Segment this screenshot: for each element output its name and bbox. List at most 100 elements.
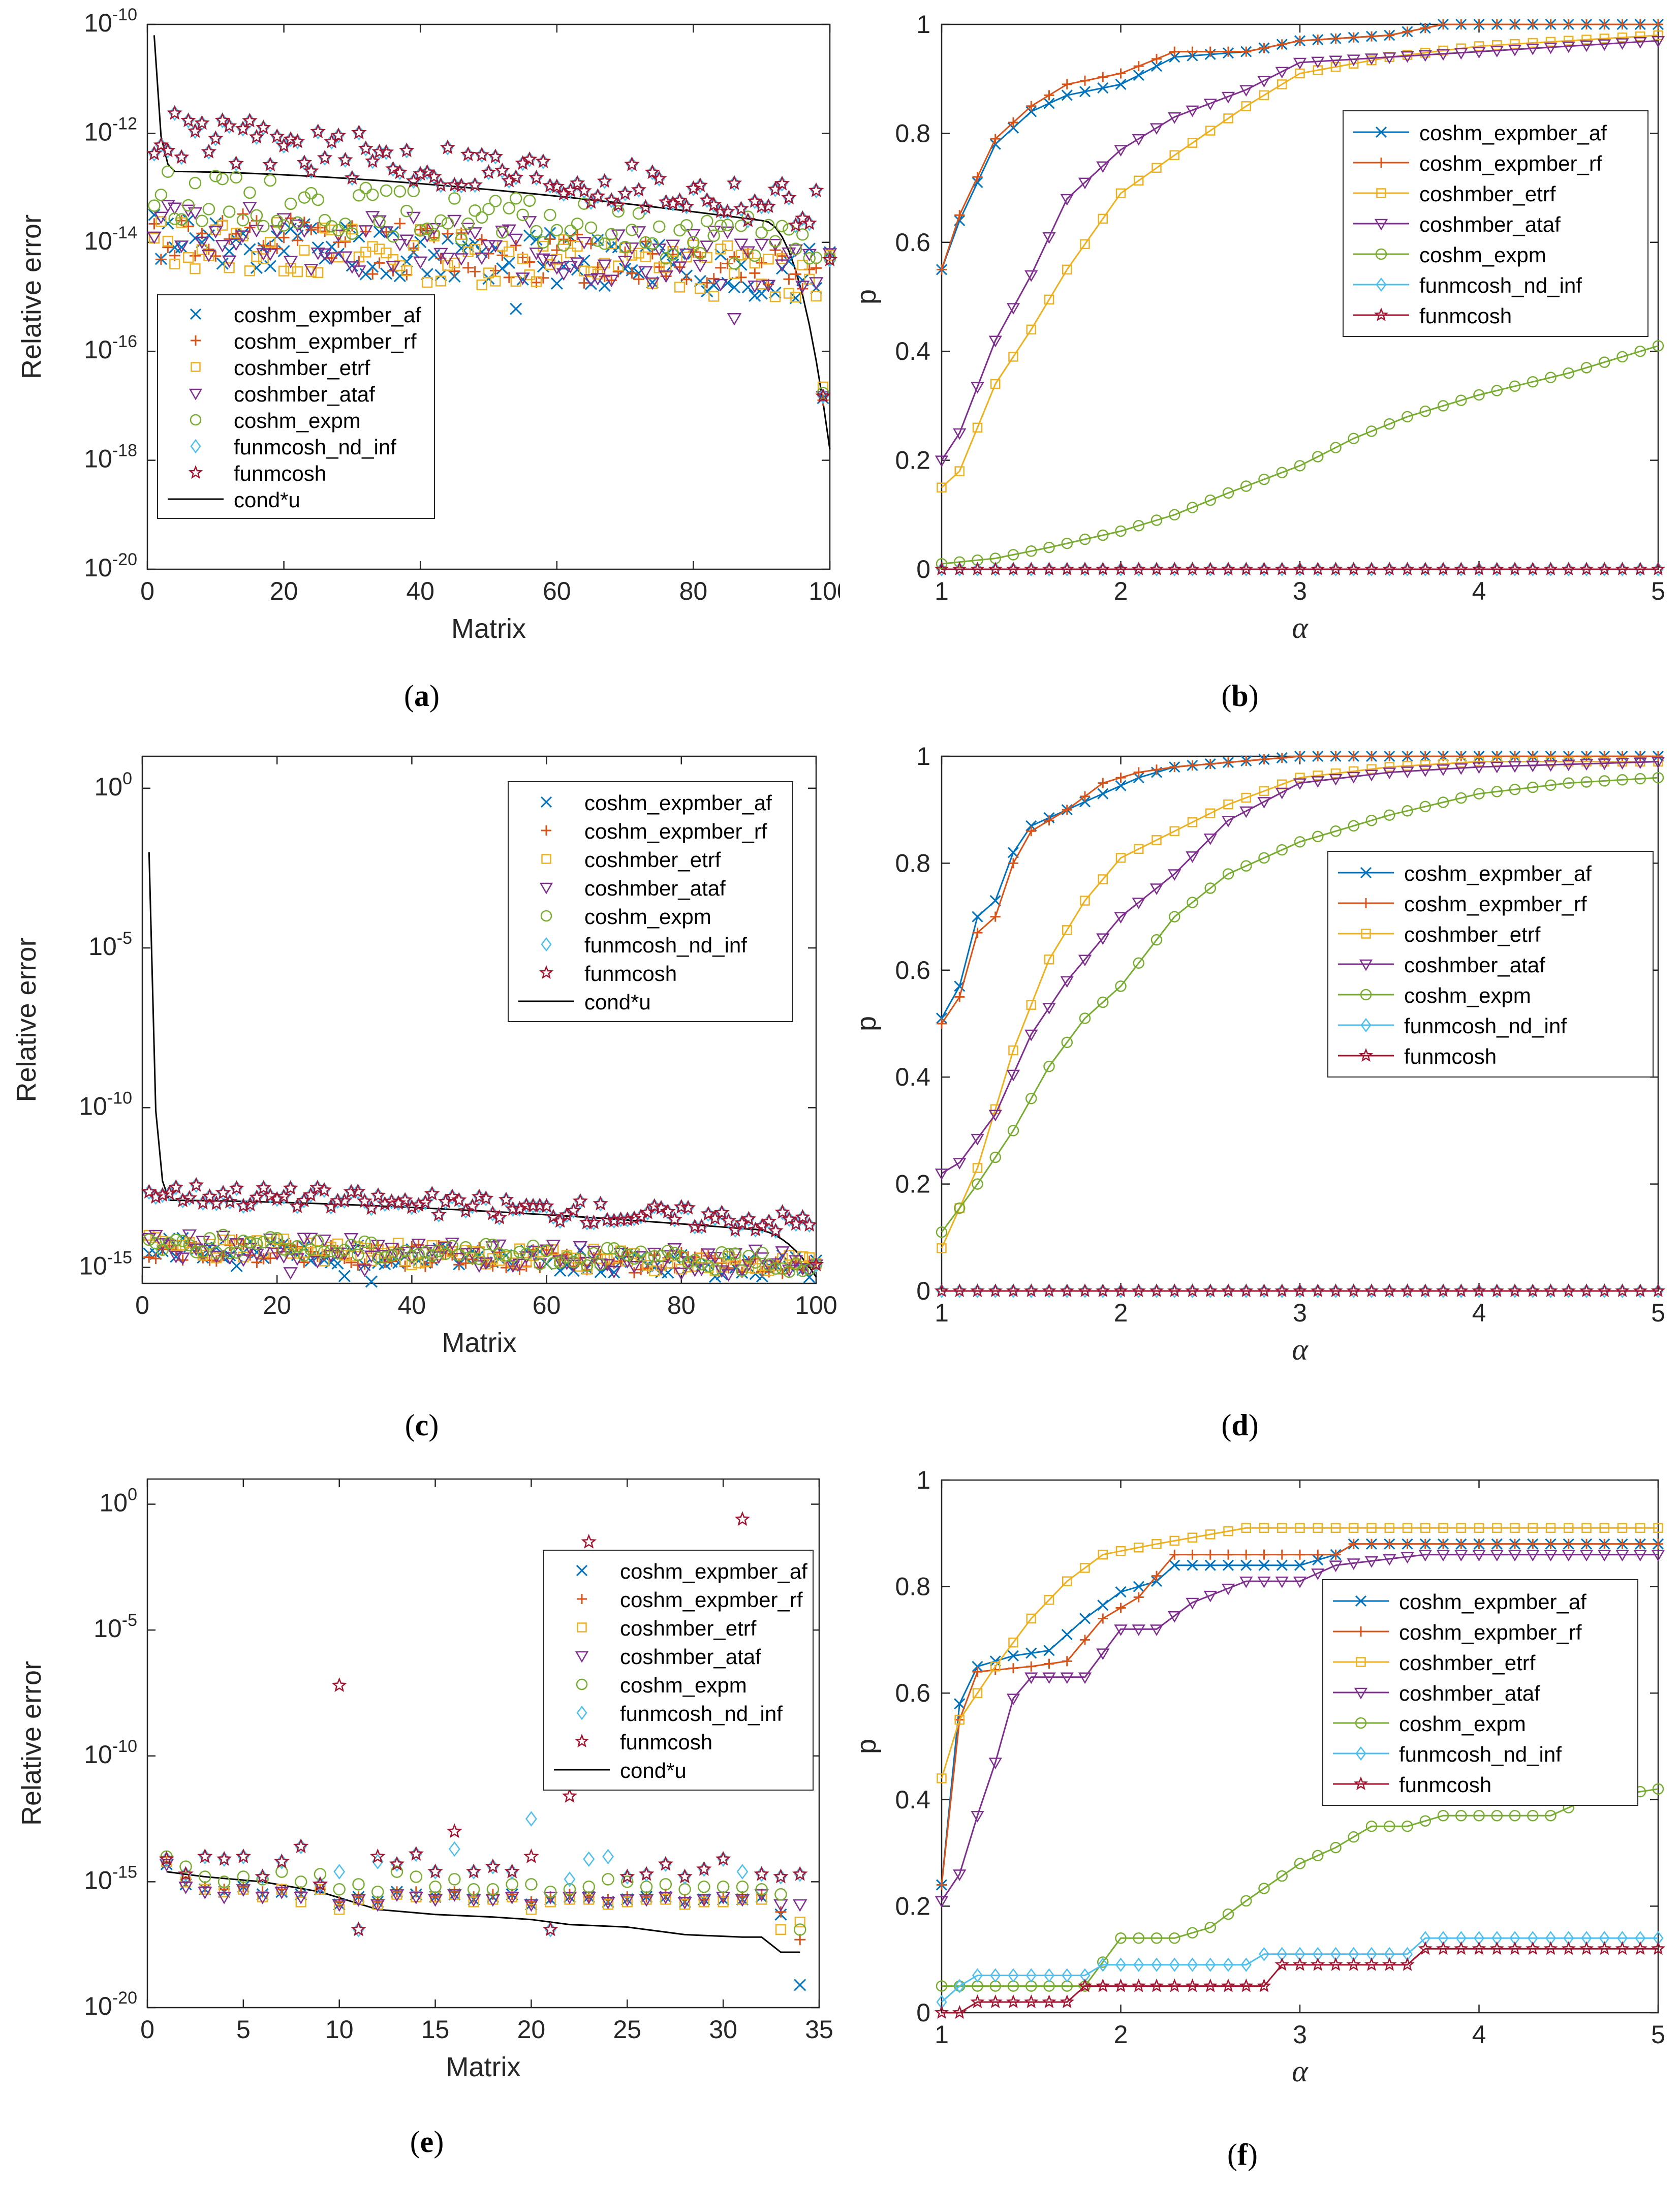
point-ataf <box>389 1889 405 1902</box>
point-etrf <box>1474 41 1484 51</box>
legend-label-expm: coshm_expm <box>584 905 711 929</box>
point-rf <box>794 1934 806 1946</box>
point-fun <box>1113 1283 1128 1298</box>
point-ataf <box>1042 232 1056 244</box>
legend-box <box>543 1550 814 1791</box>
point-fun <box>235 1848 252 1863</box>
point-fun <box>1561 1283 1576 1298</box>
point-nd <box>1062 1968 1073 1983</box>
point-expm <box>621 1875 634 1888</box>
series-rf <box>937 1538 1663 1890</box>
point-etrf <box>797 1251 808 1263</box>
point-ataf <box>1436 49 1450 61</box>
point-fun <box>1060 1994 1074 2009</box>
point-ataf <box>971 1133 984 1146</box>
point-fun <box>566 1203 581 1218</box>
point-etrf <box>1438 1523 1448 1533</box>
point-fun <box>167 105 183 120</box>
legend-marker-ataf <box>1359 959 1373 971</box>
point-fun <box>1113 562 1128 576</box>
point-ataf <box>1060 1672 1074 1684</box>
point-rf <box>811 262 822 274</box>
point-fun <box>741 1211 757 1226</box>
point-af <box>400 255 413 268</box>
point-fun <box>317 149 333 165</box>
point-rf <box>578 277 590 289</box>
point-rf <box>937 1019 947 1029</box>
point-fun <box>808 1256 824 1272</box>
point-etrf <box>413 1257 424 1269</box>
point-rf <box>990 911 1001 922</box>
chart-panel-e: 100 10-5 10-10 10-15 10-20 0 5 10 15 20 25 30 35 Matr… <box>0 1454 840 2114</box>
x-tick-label: 80 <box>667 1291 696 1319</box>
point-fun <box>312 1876 328 1891</box>
point-fun <box>653 1199 669 1215</box>
point-rf <box>1205 1549 1216 1560</box>
point-rf <box>635 1264 647 1275</box>
point-fun <box>215 1185 231 1200</box>
point-rf <box>544 233 556 245</box>
point-expm <box>455 233 468 246</box>
point-fun <box>350 1183 366 1198</box>
point-etrf <box>1080 239 1090 250</box>
point-rf <box>1402 26 1413 37</box>
point-nd <box>1240 1957 1252 1972</box>
point-fun <box>1149 1283 1164 1298</box>
legend-marker-expm <box>576 1678 588 1690</box>
point-rf <box>1420 751 1430 761</box>
caption-f: (f) <box>1227 2138 1258 2171</box>
point-expm <box>972 554 983 566</box>
point-ataf <box>406 211 421 225</box>
point-fun <box>1239 1283 1254 1298</box>
point-fun <box>733 200 749 216</box>
point-etrf <box>1134 1542 1144 1553</box>
point-ataf <box>935 455 949 468</box>
point-ataf <box>546 1240 561 1252</box>
point-expm <box>275 1865 288 1878</box>
point-expm <box>729 1247 742 1260</box>
point-expm <box>1599 775 1610 787</box>
point-expm <box>574 1252 587 1266</box>
point-fun <box>498 1191 514 1207</box>
point-expm <box>1258 473 1270 485</box>
point-fun <box>1167 1283 1182 1298</box>
point-rf <box>1366 1538 1377 1549</box>
legend-marker-expm <box>1355 1717 1367 1729</box>
point-expm <box>666 248 679 261</box>
point-rf <box>487 1260 499 1272</box>
point-expm <box>775 220 789 232</box>
point-fun <box>392 164 408 179</box>
point-expm <box>480 1238 492 1251</box>
point-fun <box>208 1195 225 1210</box>
point-af <box>989 1655 1001 1667</box>
point-fun <box>330 127 347 142</box>
point-fun <box>370 1187 386 1203</box>
point-etrf <box>1008 1637 1018 1648</box>
legend-box <box>508 781 793 1022</box>
point-ataf <box>734 238 749 252</box>
chart-b-svg: 00.20.40.60.811 2 3 4 5αpcoshm_expmber_afcos… <box>851 10 1666 644</box>
point-fun <box>178 1866 194 1881</box>
point-ataf <box>748 281 762 293</box>
point-etrf <box>1617 32 1628 43</box>
point-rf <box>353 1891 364 1903</box>
point-etrf <box>170 1240 181 1251</box>
point-expm <box>507 1250 519 1263</box>
point-rf <box>190 250 201 262</box>
point-expm <box>632 207 645 220</box>
point-af <box>1294 1559 1306 1571</box>
legend-label-rf: coshm_expmber_rf <box>1399 1620 1582 1644</box>
point-expm <box>1402 1820 1413 1832</box>
series-expm <box>148 165 836 399</box>
point-rf <box>1653 1538 1663 1549</box>
point-expm <box>1616 351 1628 363</box>
point-fun <box>1113 1978 1128 1992</box>
point-ataf <box>1615 1550 1629 1562</box>
point-expm <box>314 1868 327 1881</box>
point-fun <box>515 155 531 170</box>
point-fun <box>487 148 504 164</box>
point-expm <box>379 1251 391 1264</box>
point-expm <box>332 224 345 237</box>
point-rf <box>1259 1549 1269 1560</box>
point-etrf <box>1223 1526 1233 1536</box>
